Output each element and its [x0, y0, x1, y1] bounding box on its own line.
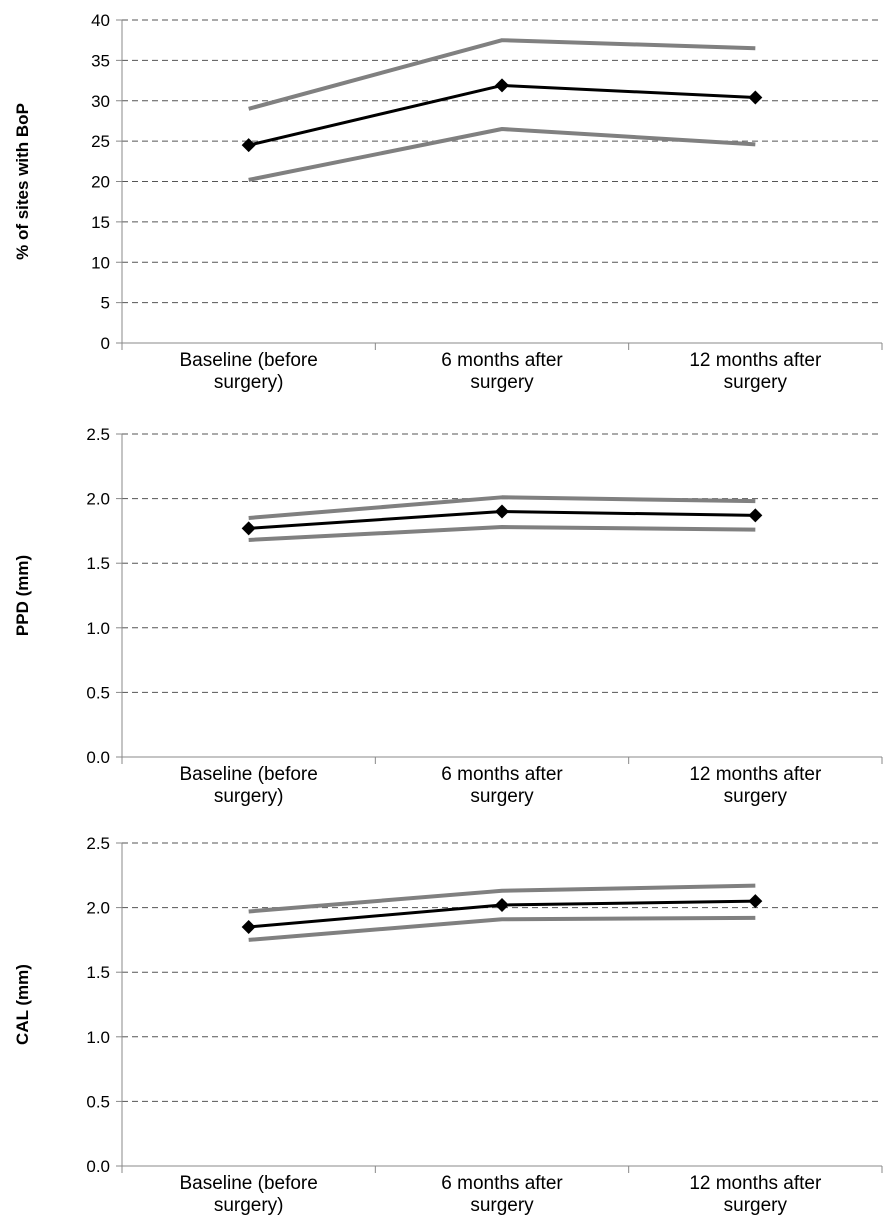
y-tick-label: 1.5 [86, 963, 110, 982]
y-tick-label: 30 [91, 92, 110, 111]
series-line-upper [248, 38, 756, 111]
y-axis-title: PPD (mm) [13, 555, 32, 636]
chart-3: 0.0 0.5 1.0 1.5 2.0 2.5 Baseline (before surger… [13, 834, 883, 1216]
y-tick-label: 2.5 [86, 425, 110, 444]
data-point-marker [495, 504, 509, 519]
data-point-marker [748, 90, 763, 105]
y-axis-title: % of sites with BoP [13, 103, 32, 260]
y-tick-label: 1.5 [86, 554, 110, 573]
y-tick-label: 5 [101, 294, 110, 313]
y-tick-label: 2.0 [86, 899, 110, 918]
x-tick-label: 6 months after surgery [441, 350, 563, 393]
x-tick-label: 12 months after surgery [689, 350, 822, 393]
series-line-lower [248, 525, 756, 542]
chart-1: 0 5 10 15 20 25 30 35 40 Baseline (before surgery)… [13, 11, 883, 393]
x-tick-label: 12 months after surgery [689, 1173, 822, 1216]
chart-2: 0.0 0.5 1.0 1.5 2.0 2.5 Baseline (before surger… [13, 425, 883, 807]
y-tick-label: 0.0 [86, 1157, 110, 1176]
y-tick-label: 2.0 [86, 490, 110, 509]
y-tick-label: 1.0 [86, 1028, 110, 1047]
x-tick-label: 12 months after surgery [689, 764, 822, 807]
data-point-marker [495, 898, 509, 913]
data-point-marker [241, 521, 256, 536]
data-point-marker [748, 894, 763, 909]
x-tick-label: Baseline (before surgery) [179, 1173, 317, 1216]
series-line-upper [248, 883, 756, 914]
y-tick-label: 35 [91, 51, 110, 70]
series-line-upper [248, 495, 756, 520]
series-line-lower [248, 127, 756, 182]
series-line-lower [248, 915, 756, 942]
y-tick-label: 10 [91, 253, 110, 272]
y-tick-label: 0.0 [86, 748, 110, 767]
y-tick-label: 0.5 [86, 1092, 110, 1111]
data-point-marker [748, 508, 763, 523]
y-tick-label: 20 [91, 173, 110, 192]
y-tick-label: 0 [101, 334, 110, 353]
series-line-mean [248, 83, 756, 147]
data-point-marker [241, 919, 256, 934]
x-tick-label: 6 months after surgery [441, 1173, 563, 1216]
y-tick-label: 1.0 [86, 619, 110, 638]
y-axis-title: CAL (mm) [13, 964, 32, 1045]
data-point-marker [241, 138, 256, 153]
x-tick-label: 6 months after surgery [441, 764, 563, 807]
y-tick-label: 40 [91, 11, 110, 30]
y-tick-label: 2.5 [86, 834, 110, 853]
y-tick-label: 15 [91, 213, 110, 232]
y-tick-label: 25 [91, 132, 110, 151]
data-point-marker [495, 78, 509, 93]
y-tick-label: 0.5 [86, 683, 110, 702]
x-tick-label: Baseline (before surgery) [179, 350, 317, 393]
x-tick-label: Baseline (before surgery) [179, 764, 317, 807]
